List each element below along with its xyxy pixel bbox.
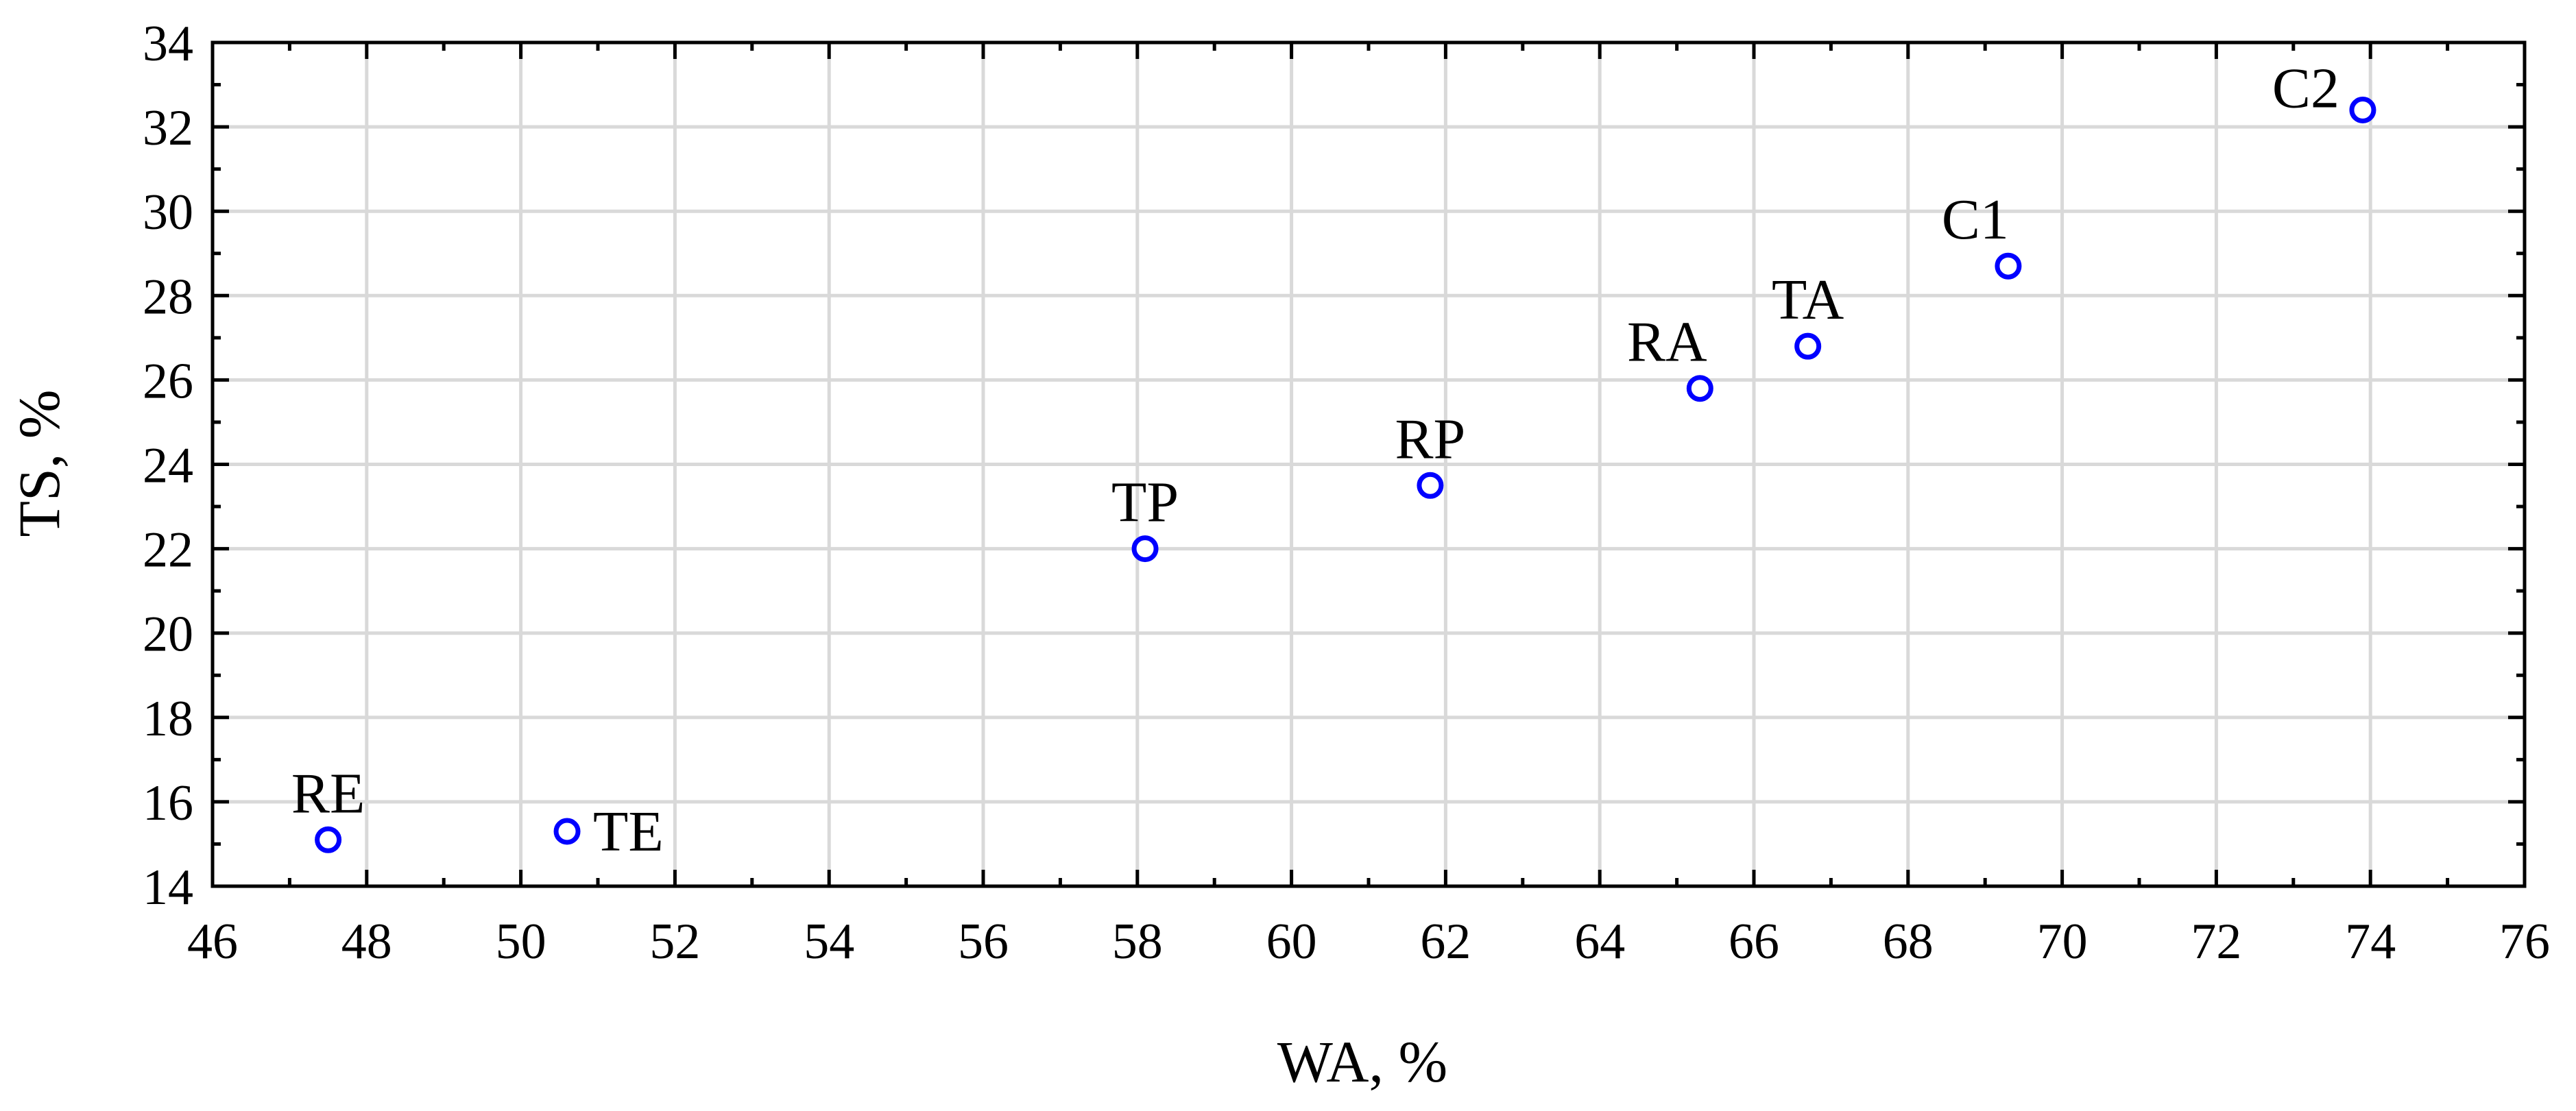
y-axis-title: TS, % <box>6 390 72 537</box>
data-point-ra <box>1686 375 1713 402</box>
data-point-rp <box>1417 472 1444 499</box>
data-point-label: TE <box>593 800 664 864</box>
data-point-labels: RE TE TP RP RA TA C1 C2 <box>291 56 2339 864</box>
y-tick-label: 14 <box>143 859 193 916</box>
y-tick-label: 24 <box>143 438 193 494</box>
x-axis-title: WA, % <box>1277 1029 1447 1095</box>
y-tick-label: 30 <box>143 184 193 241</box>
y-tick-label: 16 <box>143 775 193 831</box>
data-point-label: RA <box>1627 310 1707 374</box>
data-point-label: RE <box>291 761 365 825</box>
x-tick-label: 76 <box>2499 914 2550 970</box>
x-tick-label: 68 <box>1883 914 1934 970</box>
data-point-label: TA <box>1772 268 1844 332</box>
x-tick-label: 50 <box>496 914 546 970</box>
x-tick-label: 56 <box>958 914 1009 970</box>
x-tick-label: 48 <box>341 914 392 970</box>
x-tick-label: 60 <box>1266 914 1317 970</box>
y-tick-label: 32 <box>143 100 193 156</box>
x-tick-label: 54 <box>804 914 854 970</box>
data-point-re <box>315 826 342 853</box>
x-tick-label: 46 <box>187 914 238 970</box>
x-tick-label: 70 <box>2037 914 2088 970</box>
y-tick-label: 34 <box>143 16 193 72</box>
data-point-te <box>553 818 581 845</box>
y-tick-label: 28 <box>143 269 193 325</box>
y-axis-tick-labels: 14 16 18 20 22 24 26 28 30 32 34 <box>143 16 193 916</box>
y-tick-label: 26 <box>143 353 193 409</box>
data-points <box>315 96 2376 853</box>
x-tick-label: 72 <box>2191 914 2241 970</box>
y-tick-label: 20 <box>143 607 193 663</box>
x-axis-tick-labels: 46 48 50 52 54 56 58 60 62 64 66 68 70 72 74 76 <box>187 914 2550 970</box>
y-tick-label: 22 <box>143 522 193 578</box>
x-tick-label: 58 <box>1112 914 1163 970</box>
data-point-label: TP <box>1111 471 1179 535</box>
x-tick-label: 74 <box>2345 914 2396 970</box>
data-point-label: C1 <box>1942 188 2009 252</box>
x-tick-label: 52 <box>649 914 700 970</box>
y-tick-label: 18 <box>143 691 193 747</box>
x-tick-label: 66 <box>1729 914 1779 970</box>
data-point-label: C2 <box>2272 56 2339 120</box>
x-tick-label: 62 <box>1420 914 1471 970</box>
data-point-label: RP <box>1395 407 1466 471</box>
data-point-c1 <box>1995 252 2022 280</box>
x-tick-label: 64 <box>1574 914 1625 970</box>
data-point-c2 <box>2349 96 2376 123</box>
data-point-tp <box>1131 535 1159 563</box>
data-point-ta <box>1794 332 1822 360</box>
axis-ticks <box>210 40 2527 888</box>
grid <box>213 42 2525 886</box>
